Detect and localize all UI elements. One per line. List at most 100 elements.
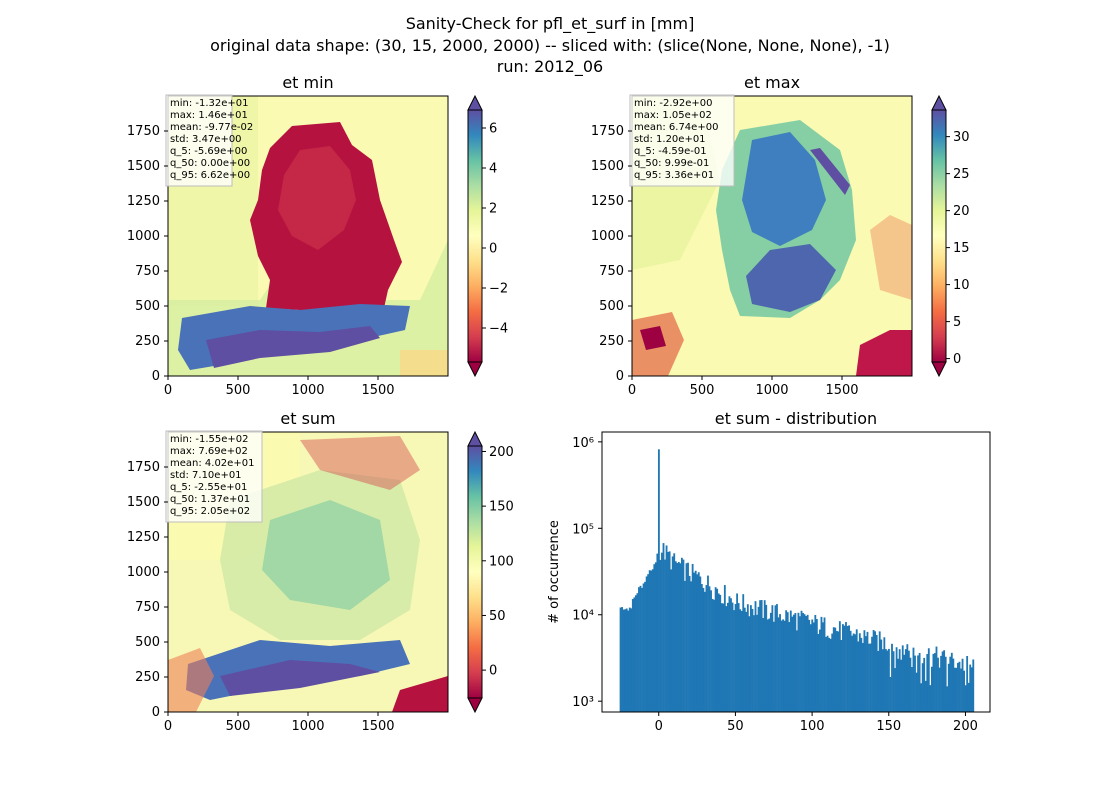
- histogram-bar: [835, 630, 838, 712]
- colorbar-tick-label: 25: [953, 167, 970, 182]
- histogram-bar: [736, 593, 739, 712]
- histogram-bar: [634, 595, 637, 712]
- histogram-bar: [889, 676, 892, 712]
- x-tick-label: 1000: [755, 383, 788, 398]
- histogram-bar: [659, 559, 662, 712]
- histogram-bar: [854, 634, 857, 712]
- histogram-bar: [757, 606, 760, 712]
- histogram-bar: [631, 599, 634, 712]
- histogram-bar: [958, 661, 961, 712]
- colorbar-gradient: [467, 109, 483, 363]
- colorbar-extend-max: [467, 94, 483, 111]
- histogram-bar: [780, 620, 783, 712]
- histogram-bar: [918, 652, 921, 712]
- histogram-bar: [799, 616, 801, 712]
- y-axis: 0 250 500 750 1000 1250 1500 1750: [127, 124, 168, 384]
- stat-line: std: 1.20e+01: [634, 134, 706, 145]
- histogram-bar: [760, 600, 763, 712]
- histogram-bar: [651, 569, 654, 712]
- histogram-bar: [823, 617, 826, 712]
- y-tick-label: 250: [135, 334, 160, 349]
- histogram-bar: [811, 619, 814, 712]
- x-tick-label: 200: [953, 719, 978, 734]
- panel-et-max: et max min: -2.92e+00 max: 1.05e+02 mean…: [591, 73, 970, 398]
- stat-line: mean: 6.74e+00: [634, 122, 718, 133]
- x-tick-label: 0: [164, 383, 172, 398]
- y-tick-label: 1250: [127, 194, 160, 209]
- histogram-bar: [730, 598, 732, 712]
- y-tick-label: 0: [616, 369, 624, 384]
- figure-title-line-3: run: 2012_06: [497, 57, 603, 77]
- histogram-bar: [924, 680, 927, 712]
- histogram-bar: [710, 590, 712, 712]
- histogram-bar: [866, 631, 869, 712]
- histogram-bar: [699, 576, 702, 712]
- histogram-bar: [707, 575, 709, 712]
- histogram-bar: [656, 553, 659, 712]
- histogram-bar: [717, 593, 720, 712]
- y-tick-label: 10³: [572, 695, 594, 710]
- histogram-bar: [803, 614, 806, 712]
- histogram-bar: [759, 600, 762, 712]
- histogram-bar: [788, 622, 791, 712]
- y-axis: 10³ 10⁴ 10⁵ 10⁶: [572, 436, 602, 710]
- y-tick-label: 250: [599, 334, 624, 349]
- histogram-bar: [734, 604, 737, 712]
- histogram-bar: [684, 580, 686, 712]
- histogram-bar: [964, 685, 967, 712]
- histogram-bar: [898, 649, 901, 712]
- colorbar-extend-min: [931, 361, 947, 378]
- histogram-bar: [871, 636, 873, 712]
- histogram-bar: [897, 658, 900, 712]
- histogram-bar: [907, 650, 910, 712]
- histogram-bar: [674, 561, 677, 712]
- histogram-bar: [642, 583, 645, 712]
- histogram-bar: [900, 659, 903, 712]
- stat-line: std: 7.10e+01: [170, 470, 242, 481]
- x-tick-label: 1000: [291, 719, 324, 734]
- histogram-bar: [843, 625, 846, 712]
- histogram-bar: [636, 593, 639, 712]
- heatmap-image: [632, 96, 912, 376]
- histogram-bar: [940, 655, 942, 712]
- histogram-bar: [639, 585, 642, 712]
- histogram-bar: [826, 635, 829, 712]
- panel-title: et max: [744, 73, 800, 92]
- stat-line: min: -1.32e+01: [170, 98, 249, 109]
- y-axis: 0 250 500 750 1000 1250 1500 1750: [591, 124, 632, 384]
- histogram-bar: [670, 569, 673, 712]
- histogram-bar: [917, 655, 919, 712]
- histogram-bar: [714, 587, 717, 712]
- histogram-bar: [802, 613, 804, 712]
- panel-title: et sum - distribution: [715, 409, 877, 428]
- histogram-bar: [769, 612, 772, 712]
- histogram-bar: [881, 649, 884, 712]
- colorbar-ticks: 0 50 100 150 200: [482, 445, 514, 679]
- histogram-bar: [694, 570, 697, 712]
- colorbar-extend-max: [467, 430, 483, 447]
- panel-et-sum: et sum min: -1.55e+02 max: 7.69e+02 mean…: [127, 409, 514, 734]
- histogram-bar: [776, 604, 778, 712]
- stat-line: max: 1.46e+01: [170, 110, 248, 121]
- colorbar-tick-label: 0: [953, 352, 961, 367]
- histogram-bars: [619, 449, 975, 712]
- histogram-bar: [828, 637, 831, 712]
- y-tick-label: 0: [152, 705, 160, 720]
- histogram-bar: [725, 606, 728, 712]
- histogram-bar: [645, 576, 648, 712]
- histogram-bar: [723, 585, 726, 712]
- histogram-bar: [926, 654, 929, 712]
- histogram-bar: [679, 563, 682, 712]
- histogram-bar: [726, 602, 729, 712]
- histogram-bar: [877, 650, 880, 712]
- colorbar-extend-min: [467, 361, 483, 378]
- histogram-bar: [930, 666, 933, 712]
- histogram-bar: [972, 659, 975, 712]
- histogram-bar: [961, 658, 964, 712]
- histogram-bar: [929, 685, 932, 712]
- histogram-bar: [808, 619, 811, 712]
- histogram-bar: [819, 629, 821, 712]
- histogram-bar: [633, 597, 636, 712]
- colorbar-tick-label: 50: [489, 609, 506, 624]
